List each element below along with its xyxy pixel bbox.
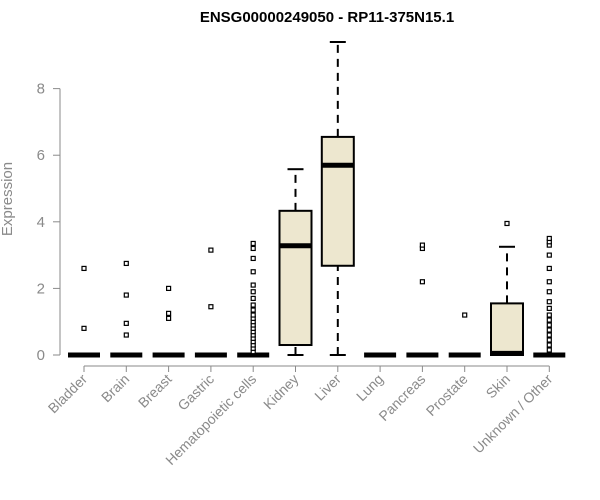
outlier-point: [546, 327, 552, 333]
outlier-point: [123, 320, 129, 326]
outlier-point: [250, 245, 256, 252]
outlier-point: [546, 305, 552, 311]
y-tick-label: 2: [37, 280, 45, 297]
outlier-point: [166, 310, 172, 316]
outlier-point: [546, 342, 552, 348]
box-6: [278, 168, 313, 356]
x-tick-label: Unknown / Other: [470, 371, 556, 457]
outlier-point: [546, 337, 552, 343]
y-tick-label: 6: [37, 147, 45, 164]
outlier-point: [546, 317, 552, 323]
x-tick-label: Kidney: [260, 371, 302, 413]
outlier-point: [419, 279, 425, 285]
outlier-point: [166, 285, 172, 292]
outlier-point: [250, 307, 256, 313]
outlier-point: [123, 292, 129, 298]
x-tick-label: Liver: [311, 371, 344, 404]
y-tick-label: 8: [37, 81, 45, 98]
outlier-point: [166, 315, 172, 321]
y-axis-label: Expression: [0, 162, 16, 236]
outlier-point: [250, 282, 256, 288]
outlier-point: [250, 269, 256, 275]
box-7: [320, 41, 355, 356]
box-3: [152, 285, 185, 358]
box-2: [110, 260, 143, 358]
x-tick-label: Skin: [483, 371, 514, 402]
outlier-point: [419, 242, 425, 248]
box-4: [194, 247, 227, 358]
box-iqr: [490, 302, 524, 357]
x-tick-label: Prostate: [423, 371, 471, 419]
box-10: [448, 312, 481, 358]
outlier-point: [208, 247, 214, 253]
box-iqr: [278, 209, 313, 347]
y-axis: 0 2 4 6 8: [37, 81, 61, 364]
box-12: [533, 235, 566, 358]
chart-title: ENSG00000249050 - RP11-375N15.1: [200, 9, 454, 26]
outlier-point: [250, 240, 256, 247]
outlier-point: [546, 235, 552, 242]
outlier-point: [250, 295, 256, 301]
outlier-point: [546, 265, 552, 272]
outlier-point: [546, 312, 552, 318]
outlier-point: [123, 332, 129, 338]
outlier-point: [546, 289, 552, 295]
x-tick-label: Bladder: [45, 371, 91, 417]
outlier-point: [81, 325, 87, 331]
box-11: [490, 220, 524, 357]
outlier-point: [462, 312, 468, 318]
outlier-point: [250, 289, 256, 295]
box-1: [68, 265, 100, 358]
x-tick-label: Breast: [135, 371, 175, 411]
box-iqr: [320, 135, 355, 267]
outlier-point: [250, 302, 256, 308]
box-9: [406, 242, 439, 358]
outlier-point: [123, 260, 129, 267]
outlier-point: [546, 252, 552, 258]
outlier-point: [81, 265, 87, 272]
y-tick-label: 4: [37, 214, 45, 231]
box-5: [237, 240, 270, 358]
outlier-point: [546, 322, 552, 328]
outlier-point: [504, 220, 510, 227]
outlier-point: [208, 304, 214, 310]
outlier-point: [546, 299, 552, 305]
outlier-point: [250, 255, 256, 262]
outlier-point: [546, 347, 552, 353]
boxes-group: [68, 41, 566, 358]
outlier-point: [546, 279, 552, 285]
outlier-point: [250, 312, 256, 318]
x-tick-label: Brain: [98, 371, 132, 405]
x-tick-label: Pancreas: [375, 371, 428, 424]
outlier-point: [546, 332, 552, 338]
x-tick-label: Lung: [353, 371, 386, 404]
y-tick-label: 0: [37, 347, 45, 364]
